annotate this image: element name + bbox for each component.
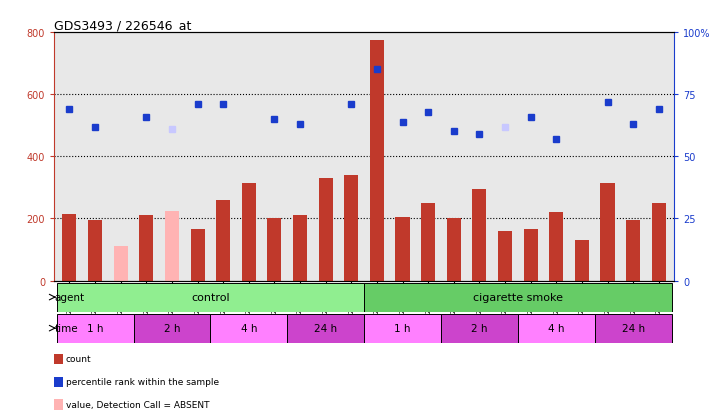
Text: 24 h: 24 h — [622, 323, 645, 333]
Bar — [498, 231, 512, 281]
Text: count: count — [66, 354, 92, 363]
Bar — [523, 230, 538, 281]
Text: 4 h: 4 h — [548, 323, 565, 333]
Bar — [319, 178, 332, 281]
Text: time: time — [54, 323, 78, 333]
Bar — [165, 211, 179, 281]
Bar — [114, 247, 128, 281]
Bar — [57, 314, 133, 343]
Bar — [190, 230, 205, 281]
Text: 2 h: 2 h — [164, 323, 180, 333]
Bar — [133, 314, 211, 343]
Bar — [57, 283, 364, 312]
Bar — [211, 314, 287, 343]
Text: agent: agent — [54, 292, 84, 302]
Text: 2 h: 2 h — [471, 323, 487, 333]
Text: 1 h: 1 h — [394, 323, 411, 333]
Bar — [523, 230, 538, 281]
Bar — [652, 203, 665, 281]
Bar — [287, 314, 364, 343]
Text: GDS3493 / 226546_at: GDS3493 / 226546_at — [54, 19, 192, 32]
Bar — [364, 283, 671, 312]
Text: cigarette smoke: cigarette smoke — [473, 292, 563, 302]
Bar — [216, 200, 230, 281]
Text: 24 h: 24 h — [314, 323, 337, 333]
Bar — [447, 219, 461, 281]
Text: 1 h: 1 h — [87, 323, 103, 333]
Bar — [472, 190, 487, 281]
Bar — [139, 216, 154, 281]
Bar — [396, 217, 410, 281]
Bar — [549, 213, 563, 281]
Bar — [364, 314, 441, 343]
Bar — [441, 314, 518, 343]
Bar — [293, 216, 307, 281]
Bar — [595, 314, 671, 343]
Bar — [626, 221, 640, 281]
Bar — [518, 314, 595, 343]
Text: value, Detection Call = ABSENT: value, Detection Call = ABSENT — [66, 400, 209, 409]
Bar — [242, 183, 256, 281]
Bar — [370, 41, 384, 281]
Bar — [293, 217, 307, 281]
Text: 4 h: 4 h — [241, 323, 257, 333]
Bar — [421, 203, 435, 281]
Text: percentile rank within the sample: percentile rank within the sample — [66, 377, 218, 386]
Text: control: control — [191, 292, 230, 302]
Bar — [344, 176, 358, 281]
Bar — [601, 183, 614, 281]
Bar — [63, 214, 76, 281]
Bar — [267, 219, 281, 281]
Bar — [575, 240, 589, 281]
Bar — [88, 221, 102, 281]
